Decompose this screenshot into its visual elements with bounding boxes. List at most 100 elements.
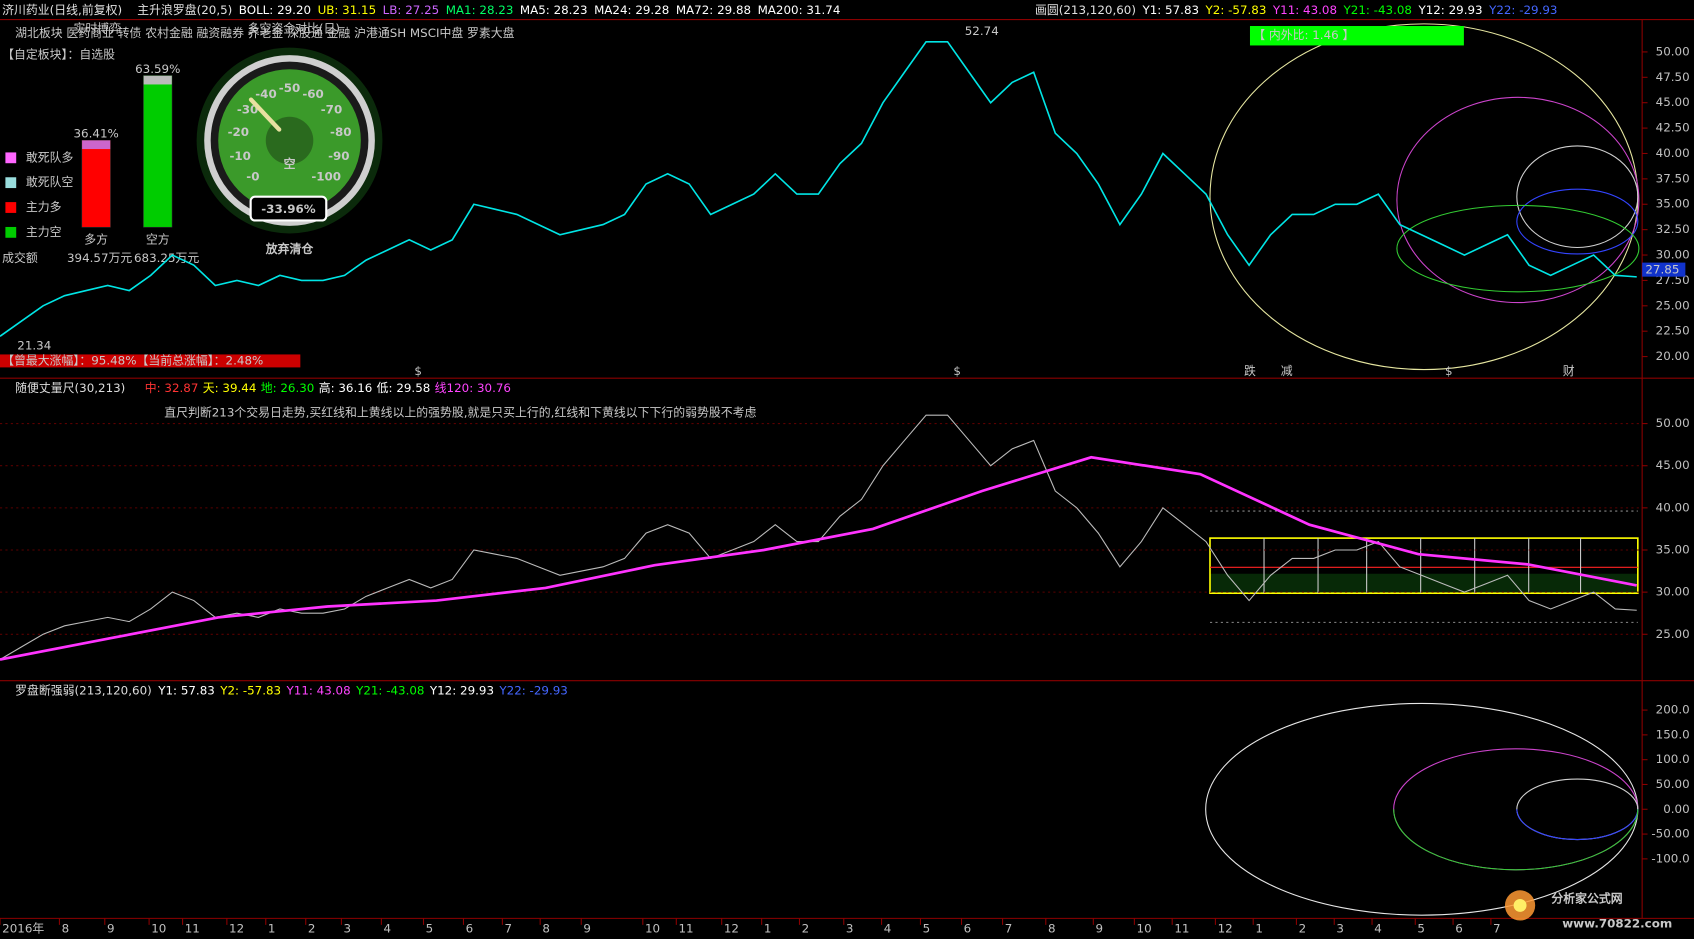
indicator-value: Y1: 57.83 (157, 683, 215, 697)
signal-marker: $ (414, 364, 422, 378)
signal-marker: $ (953, 364, 961, 378)
turnover-value: 683.25万元 (134, 251, 199, 265)
x-tick-label: 7 (1005, 922, 1013, 936)
x-tick-label: 2 (1299, 922, 1307, 936)
y-tick-label: 22.50 (1656, 324, 1690, 338)
indicator-value: MA24: 29.28 (594, 2, 669, 16)
panel-name: 随便丈量尺(30,213) (15, 380, 125, 394)
y-tick-label: 50.00 (1656, 44, 1690, 58)
legend-label: 主力多 (26, 200, 62, 214)
x-tick-label: 10 (645, 922, 660, 936)
x-tick-label: 11 (678, 922, 693, 936)
gauge-caption: 实时博弈 (73, 22, 121, 36)
panel-title: 随便丈量尺(30,213) 中: 32.87 天: 39.44 地: 26.30 高: … (15, 380, 511, 394)
x-tick-label: 8 (1048, 922, 1056, 936)
indicator-value: 地: 26.30 (261, 380, 315, 394)
high-label: 52.74 (965, 24, 999, 38)
turnover-value: 394.57万元 (67, 251, 132, 265)
x-tick-label: 6 (964, 922, 972, 936)
y-tick-label: 35.00 (1656, 542, 1690, 556)
legend-label: 主力空 (26, 225, 62, 239)
x-tick-label: 12 (724, 922, 739, 936)
y-tick-label: 35.00 (1656, 197, 1690, 211)
y-tick-label: -100.0 (1651, 851, 1689, 865)
x-tick-label: 4 (884, 922, 892, 936)
x-tick-label: 9 (1095, 922, 1103, 936)
signal-marker: 跌 (1244, 364, 1256, 378)
y-tick-label: 25.00 (1656, 298, 1690, 312)
low-label: 21.34 (17, 338, 51, 352)
y-tick-label: 47.50 (1656, 70, 1690, 84)
x-tick-label: 3 (344, 922, 352, 936)
y-tick-label: 0.00 (1663, 802, 1689, 816)
y-tick-label: 30.00 (1656, 248, 1690, 262)
indicator-value: Y12: 29.93 (429, 683, 494, 697)
gauge-tick-label: -0 (246, 170, 259, 184)
ratio-label: 【 内外比: 1.46 】 (1253, 28, 1354, 42)
indicator-value: MA5: 28.23 (520, 2, 588, 16)
x-tick-label: 5 (426, 922, 434, 936)
ratio-bg (1249, 26, 1464, 46)
panel3-ellipses (1205, 702, 1639, 916)
gauge-value: -33.96% (261, 202, 315, 216)
panel-note: 直尺判断213个交易日走势,买红线和上黄线以上的强势股,就是只买上行的,红线和下… (164, 405, 756, 419)
indicator-value: Y2: -57.83 (219, 683, 281, 697)
power-bar (143, 75, 172, 227)
legend-swatch (5, 177, 17, 189)
gauge-tick-label: -40 (255, 87, 276, 101)
x-tick-label: 3 (846, 922, 854, 936)
x-tick-label: 2016年 (2, 922, 44, 936)
x-tick-label: 2 (802, 922, 810, 936)
x-tick-label: 1 (268, 922, 276, 936)
indicator-value: Y21: -43.08 (1343, 2, 1412, 16)
gauge-needle (248, 97, 282, 132)
legend-swatch (5, 152, 17, 164)
sector-list: 湖北板块 医药商业 转债 农村金融 融资融券 养老金 深股通 金融 沪港通SH … (15, 26, 515, 40)
gauge-verdict: 放弃清仓 (265, 242, 314, 256)
indicator-name: 画圆(213,120,60) (1035, 2, 1136, 16)
x-tick-label: 12 (229, 922, 244, 936)
gauge-tick-label: -90 (328, 149, 349, 163)
watermark-title: 分析家公式网 (1551, 891, 1622, 905)
x-tick-label: 10 (1137, 922, 1152, 936)
gauge-tick-label: -60 (302, 87, 323, 101)
power-bar (82, 140, 111, 227)
gauge-tick-label: -10 (229, 149, 250, 163)
y-tick-label: 40.00 (1656, 500, 1690, 514)
y-tick-label: 42.50 (1656, 121, 1690, 135)
y-tick-label: 32.50 (1656, 222, 1690, 236)
indicator-value: MA72: 29.88 (676, 2, 751, 16)
x-tick-label: 4 (1374, 922, 1382, 936)
indicator-value: Y21: -43.08 (355, 683, 424, 697)
y-tick-label: 150.0 (1656, 727, 1690, 741)
x-tick-label: 2 (308, 922, 316, 936)
x-tick-label: 6 (466, 922, 474, 936)
x-tick-label: 11 (185, 922, 200, 936)
indicator-value: Y11: 43.08 (1272, 2, 1337, 16)
signal-marker: $ (1445, 364, 1453, 378)
y-tick-label: -50.00 (1651, 827, 1689, 841)
indicator-value: BOLL: 29.20 (239, 2, 311, 16)
indicator-value: Y12: 29.93 (1417, 2, 1482, 16)
indicator-value: MA1: 28.23 (446, 2, 514, 16)
gauge-tick-label: -80 (330, 125, 351, 139)
indicator-value: 线120: 30.76 (435, 380, 511, 394)
x-tick-label: 5 (923, 922, 931, 936)
gauge-tick-label: -70 (321, 103, 342, 117)
x-tick-label: 11 (1174, 922, 1189, 936)
gauge-tick-label: -20 (228, 125, 249, 139)
indicator-value: 低: 29.58 (377, 380, 431, 394)
last-price-bg (1642, 262, 1686, 277)
price-line (0, 40, 1637, 337)
x-tick-label: 7 (505, 922, 513, 936)
gain-banner: 【曾最大涨幅】：95.48%【当前总涨幅】：2.48% (2, 353, 263, 367)
ma-line (0, 455, 1637, 661)
y-tick-label: 25.00 (1656, 627, 1690, 641)
ruler-box (1209, 510, 1639, 623)
power-bar-cap (82, 140, 111, 150)
gauge-title: 多空资金对比(日) (248, 22, 340, 36)
indicator-value: LB: 27.25 (383, 2, 440, 16)
gauge-tick-label: -50 (279, 81, 300, 95)
